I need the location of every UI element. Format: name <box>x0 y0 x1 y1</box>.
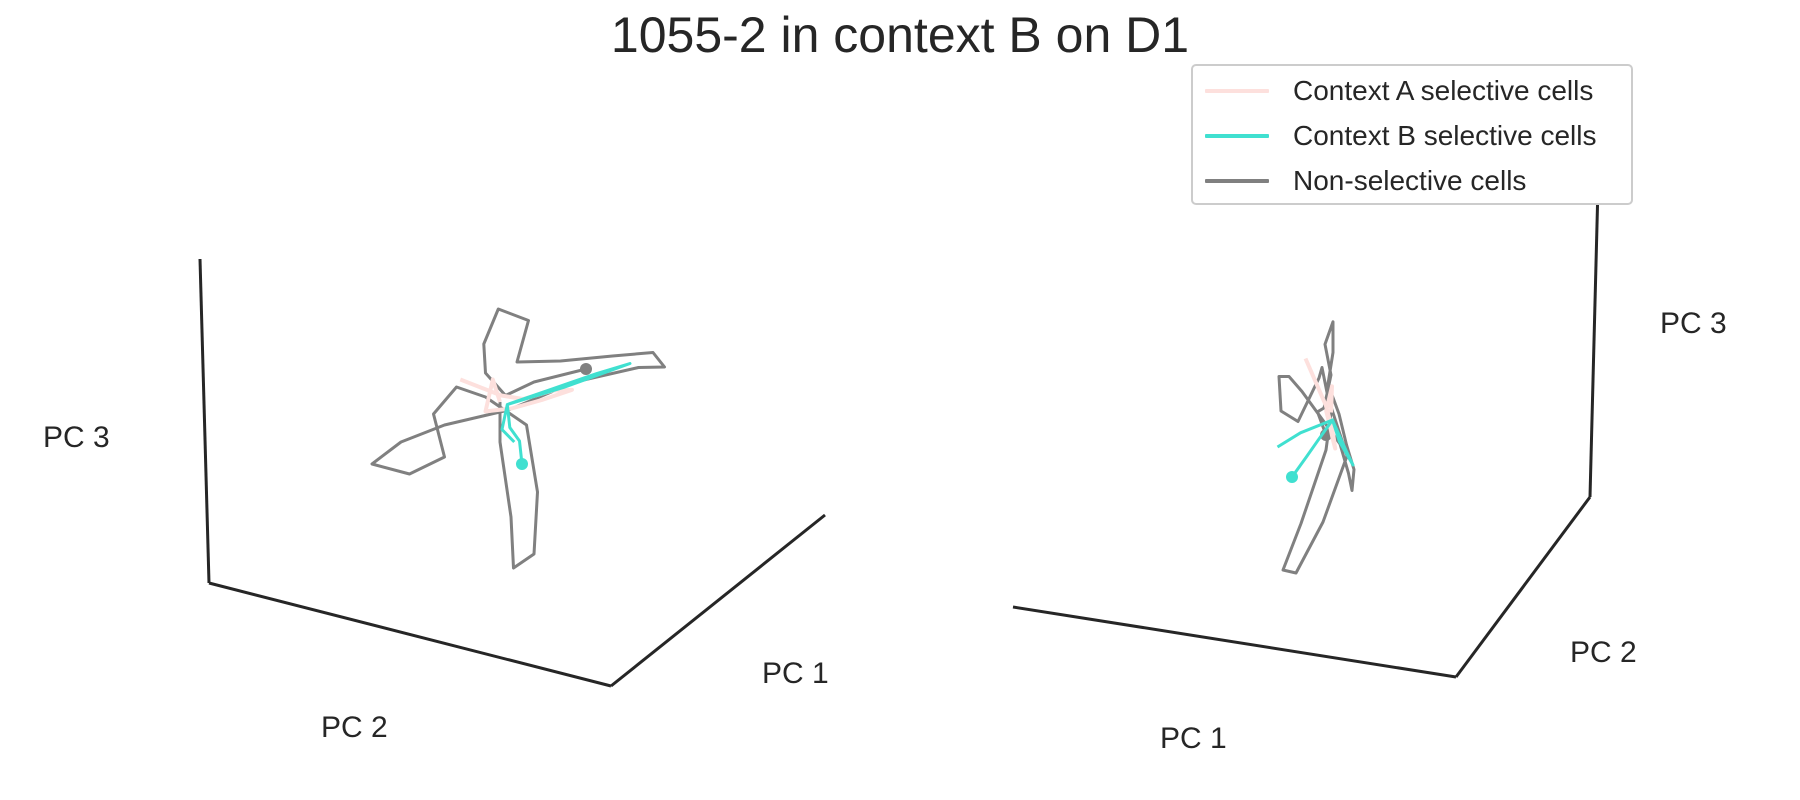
right-pc2-label: PC 2 <box>1570 636 1637 669</box>
right-trajectory-context-a <box>1303 357 1338 451</box>
left-start-marker-non-selective <box>580 363 592 375</box>
right-trajectory-non-selective <box>1277 320 1356 575</box>
left-z-axis-line <box>198 258 211 584</box>
panel-left: PC 3 PC 2 PC 1 <box>43 258 829 744</box>
right-pc1-label: PC 1 <box>1160 722 1227 755</box>
right-y-axis-line <box>1454 496 1592 678</box>
right-z-axis-line <box>1588 185 1600 498</box>
left-start-marker-context-b <box>516 458 528 470</box>
legend-swatch-context-a <box>1205 89 1269 93</box>
right-x-axis-line <box>1012 605 1457 679</box>
legend-label-context-a: Context A selective cells <box>1293 75 1594 106</box>
left-pc2-label: PC 2 <box>321 711 388 744</box>
legend-swatch-context-b <box>1205 134 1269 138</box>
legend-label-context-b: Context B selective cells <box>1293 120 1597 151</box>
legend-item-non-selective: Non-selective cells <box>1193 161 1526 201</box>
figure-title: 1055-2 in context B on D1 <box>610 7 1190 63</box>
left-trajectory-context-a <box>459 377 574 414</box>
right-trajectory-context-b <box>1276 418 1355 478</box>
left-trajectory-context-b <box>500 362 632 465</box>
trajectories-left <box>370 307 666 570</box>
legend-label-non-selective: Non-selective cells <box>1293 165 1527 196</box>
right-start-marker-context-b <box>1286 471 1298 483</box>
legend-item-context-a: Context A selective cells <box>1193 71 1593 111</box>
panel-right: PC 1 PC 2 PC 3 <box>1012 185 1727 755</box>
left-pc1-label: PC 1 <box>762 657 829 690</box>
left-x-axis-line <box>610 513 826 688</box>
right-pc3-label: PC 3 <box>1660 307 1727 340</box>
left-y-axis-line <box>208 581 612 688</box>
left-pc3-label: PC 3 <box>43 421 110 454</box>
legend: Context A selective cells Context B sele… <box>1191 64 1633 205</box>
trajectories-right <box>1276 320 1356 575</box>
legend-item-context-b: Context B selective cells <box>1193 116 1596 156</box>
left-trajectory-non-selective <box>370 307 666 570</box>
legend-swatch-non-selective <box>1205 179 1269 183</box>
